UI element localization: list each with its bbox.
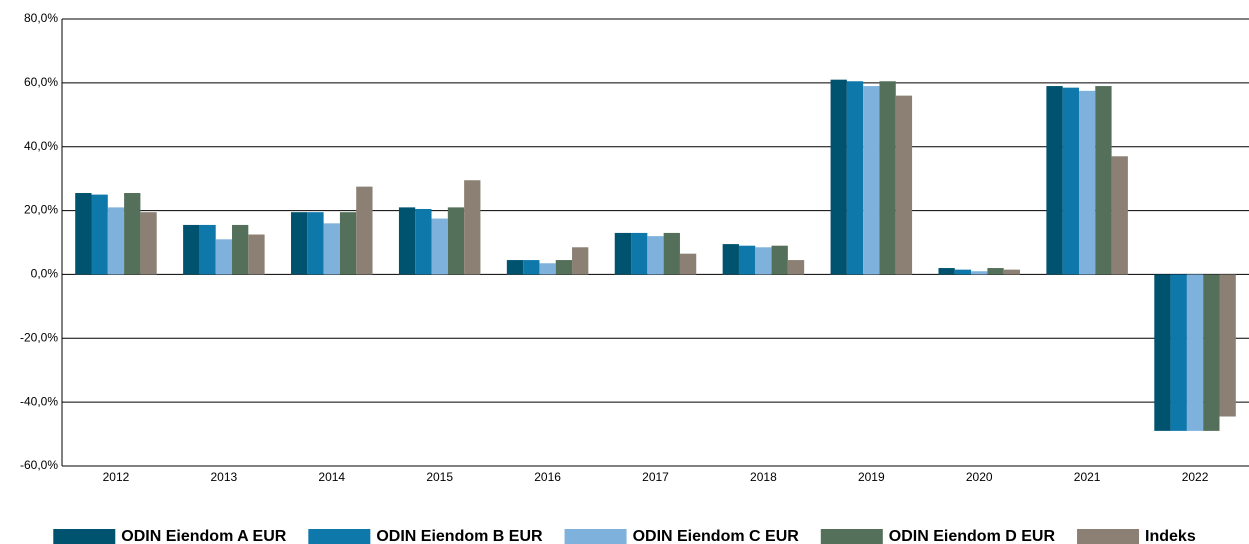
bar (75, 193, 92, 275)
bar (323, 223, 340, 275)
bar (1219, 274, 1236, 417)
bar (1003, 269, 1020, 275)
bar (663, 232, 680, 275)
bar (1186, 274, 1204, 431)
y-tick-label: 60,0% (24, 75, 58, 89)
bar (938, 268, 955, 275)
bar (787, 260, 805, 275)
y-tick-label: -40,0% (20, 394, 58, 408)
bar (183, 224, 200, 275)
x-tick-label: 2022 (1182, 470, 1209, 484)
bar (572, 247, 589, 275)
legend-swatch (1077, 529, 1140, 544)
x-tick-label: 2012 (103, 470, 130, 484)
bar (631, 232, 648, 275)
legend-label: ODIN Eiendom B EUR (376, 528, 543, 544)
legend-swatch (564, 529, 627, 544)
bar (846, 81, 864, 275)
bar (464, 180, 481, 275)
x-tick-label: 2017 (642, 470, 669, 484)
bar (1046, 86, 1063, 275)
bar (307, 212, 324, 275)
bar (830, 79, 847, 275)
bar (539, 263, 556, 275)
x-tick-label: 2015 (426, 470, 453, 484)
y-tick-label: -20,0% (20, 330, 58, 344)
legend-label: ODIN Eiendom C EUR (633, 528, 800, 544)
bar (1203, 274, 1220, 431)
legend-swatch (308, 529, 371, 544)
x-tick-label: 2020 (966, 470, 993, 484)
bar (291, 212, 308, 275)
legend-label: Indeks (1145, 528, 1196, 544)
bar (1095, 86, 1112, 275)
x-tick-label: 2014 (318, 470, 345, 484)
bar (398, 207, 416, 275)
bar (91, 194, 108, 275)
legend-swatch (53, 529, 116, 544)
bar (738, 245, 756, 275)
bar (1111, 156, 1128, 275)
bar (356, 186, 373, 275)
bar (523, 260, 540, 275)
bar (431, 218, 448, 275)
bar (232, 224, 249, 275)
bar (722, 244, 739, 275)
bar (107, 207, 125, 275)
bar (447, 207, 465, 275)
bar (248, 234, 265, 275)
bar (1154, 274, 1171, 431)
x-tick-label: 2019 (858, 470, 885, 484)
bar (199, 224, 216, 275)
bar (415, 208, 432, 275)
y-tick-label: 80,0% (24, 11, 58, 25)
bar (679, 253, 697, 275)
bar (879, 81, 896, 275)
x-tick-label: 2021 (1074, 470, 1101, 484)
x-tick-label: 2013 (211, 470, 238, 484)
x-tick-label: 2018 (750, 470, 777, 484)
legend-label: ODIN Eiendom A EUR (121, 528, 286, 544)
bar (124, 193, 141, 275)
y-tick-label: 0,0% (31, 267, 59, 281)
legend-swatch (820, 529, 883, 544)
bar (555, 260, 573, 275)
bar (1170, 274, 1187, 431)
bar (971, 271, 988, 275)
bar (987, 268, 1004, 275)
bar (1078, 90, 1096, 275)
bar (755, 247, 772, 275)
bar (215, 239, 233, 275)
legend-label: ODIN Eiendom D EUR (889, 528, 1056, 544)
bar (614, 232, 632, 275)
bar (771, 245, 788, 275)
bar (339, 212, 357, 275)
bar (954, 269, 972, 275)
y-tick-label: -60,0% (20, 458, 58, 472)
bar (863, 86, 880, 275)
bar (506, 260, 524, 275)
x-tick-label: 2016 (534, 470, 561, 484)
bar (1062, 87, 1079, 275)
y-tick-label: 40,0% (24, 139, 58, 153)
bar (895, 95, 913, 275)
bar (647, 236, 664, 275)
y-tick-label: 20,0% (24, 203, 58, 217)
bar (140, 212, 157, 275)
